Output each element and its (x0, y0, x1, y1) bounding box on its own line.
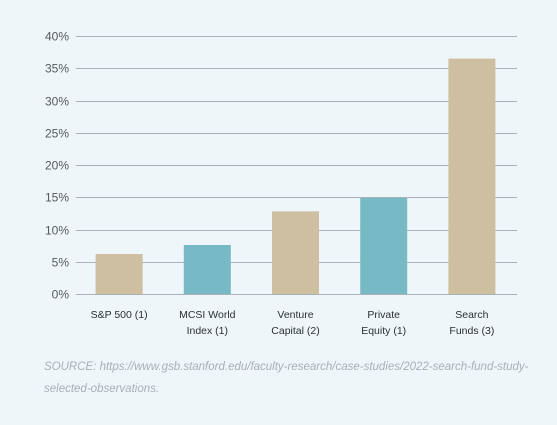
y-tick-label: 15% (45, 191, 69, 205)
gridlines (76, 36, 517, 295)
bars (95, 58, 496, 294)
y-axis-ticks: 0% 5% 10% 15% 20% 25% 30% 35% 40% (45, 30, 69, 302)
bar (360, 197, 408, 294)
bar (448, 58, 496, 294)
bar-chart: 0% 5% 10% 15% 20% 25% 30% 35% 40% S&P 500 (1) MCS… (45, 30, 517, 337)
y-tick-label: 0% (52, 288, 70, 302)
y-tick-label: 35% (45, 62, 69, 76)
y-tick-label: 25% (45, 127, 69, 141)
bar (272, 211, 319, 294)
y-tick-label: 10% (45, 224, 69, 238)
y-tick-label: 5% (52, 256, 70, 270)
chart-canvas: 0% 5% 10% 15% 20% 25% 30% 35% 40% S&P 500 (1) MCS… (45, 30, 517, 337)
y-tick-label: 40% (45, 30, 69, 44)
x-tick-label: Capital (2) (271, 325, 319, 337)
x-axis-ticks: S&P 500 (1) MCSI World Index (1) Venture Cap… (91, 309, 495, 337)
x-tick-label: Venture (277, 309, 313, 321)
y-tick-label: 30% (45, 95, 69, 109)
y-tick-label: 20% (45, 159, 69, 173)
bar (183, 245, 231, 294)
x-tick-label: Index (1) (187, 325, 228, 337)
x-tick-label: Funds (3) (449, 325, 494, 337)
x-tick-label: S&P 500 (1) (91, 309, 148, 321)
source-note: SOURCE: https://www.gsb.stanford.edu/fac… (44, 361, 529, 395)
bar (95, 254, 143, 294)
x-tick-label: Equity (1) (361, 325, 406, 337)
x-tick-label: Private (367, 309, 400, 321)
x-tick-label: Search (455, 309, 488, 321)
x-tick-label: MCSI World (179, 309, 236, 321)
